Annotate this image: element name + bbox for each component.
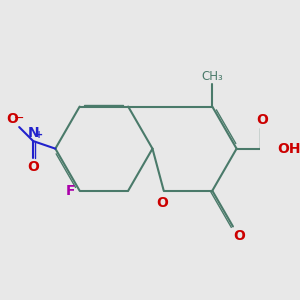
Text: CH₃: CH₃: [201, 70, 223, 83]
Text: +: +: [35, 130, 43, 140]
Text: O: O: [6, 112, 18, 126]
Text: O: O: [233, 229, 245, 243]
Text: F: F: [65, 184, 75, 198]
Text: N: N: [27, 126, 39, 140]
Text: O: O: [256, 113, 268, 127]
Text: O: O: [157, 196, 168, 210]
Text: −: −: [14, 112, 24, 125]
Text: OH: OH: [277, 142, 300, 156]
Text: O: O: [27, 160, 39, 174]
